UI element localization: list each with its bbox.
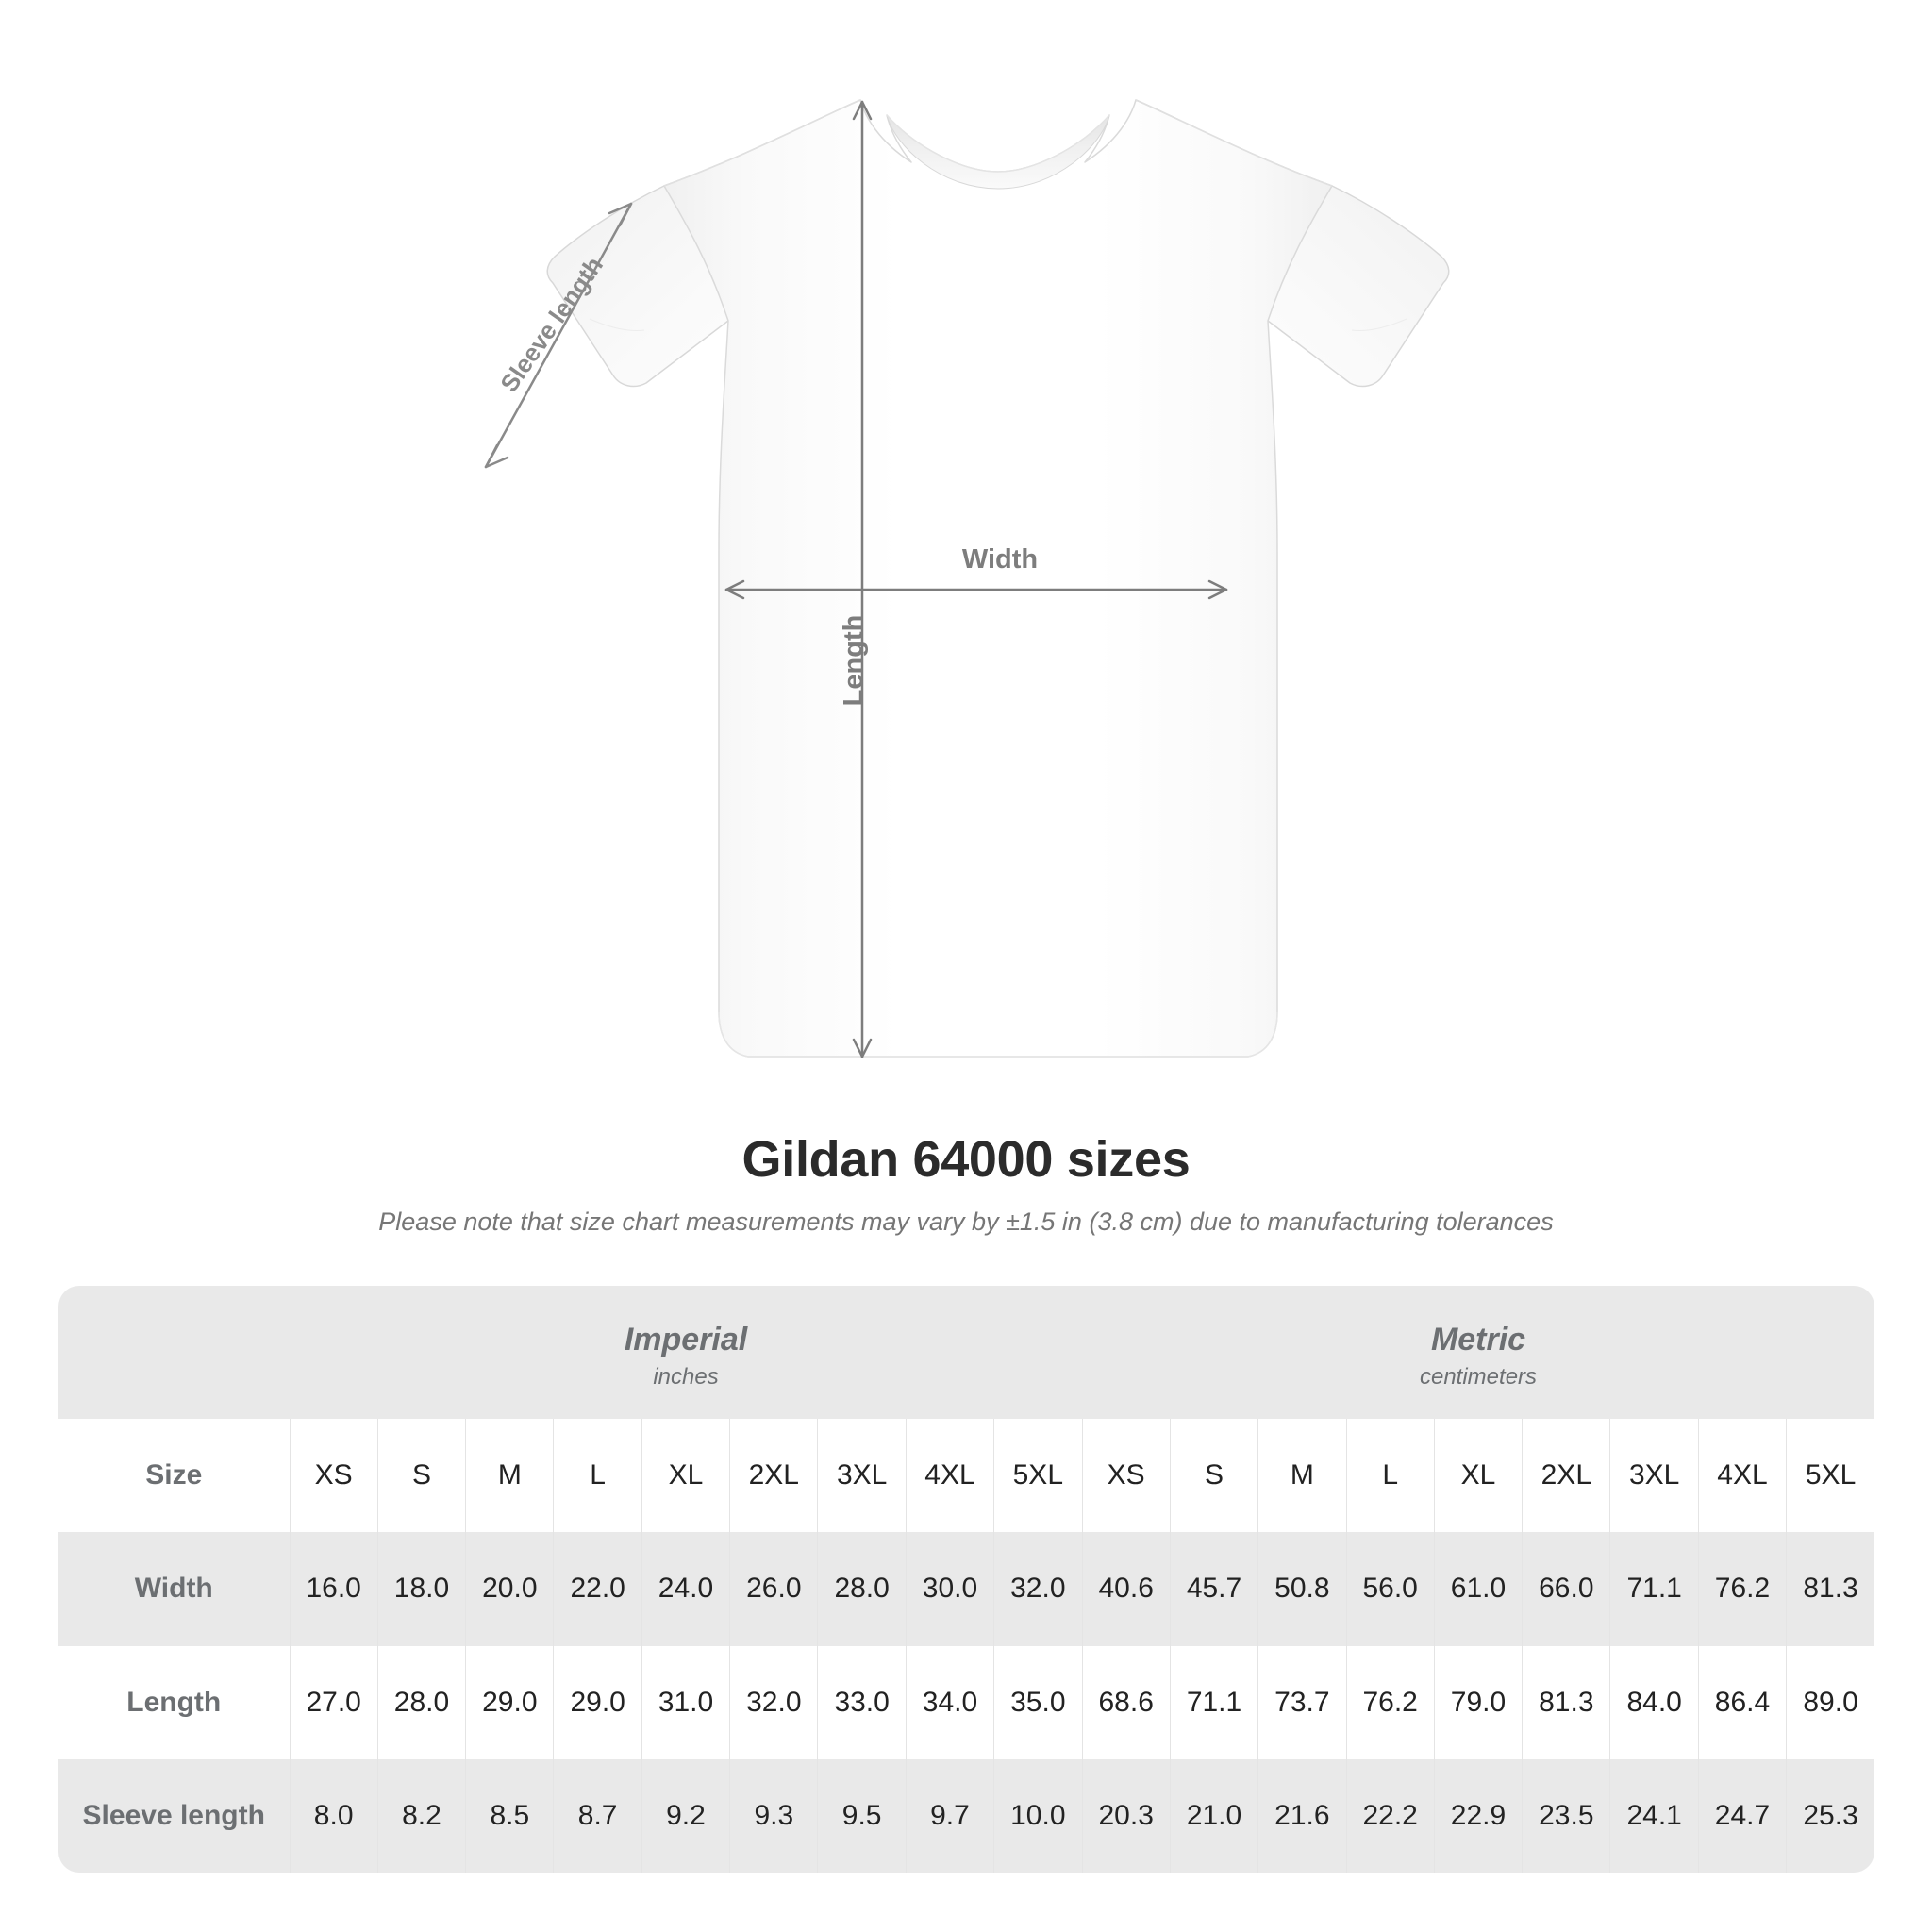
svg-text:Width: Width <box>962 544 1038 575</box>
svg-text:Length: Length <box>839 615 869 707</box>
svg-text:Sleeve length: Sleeve length <box>494 252 608 398</box>
